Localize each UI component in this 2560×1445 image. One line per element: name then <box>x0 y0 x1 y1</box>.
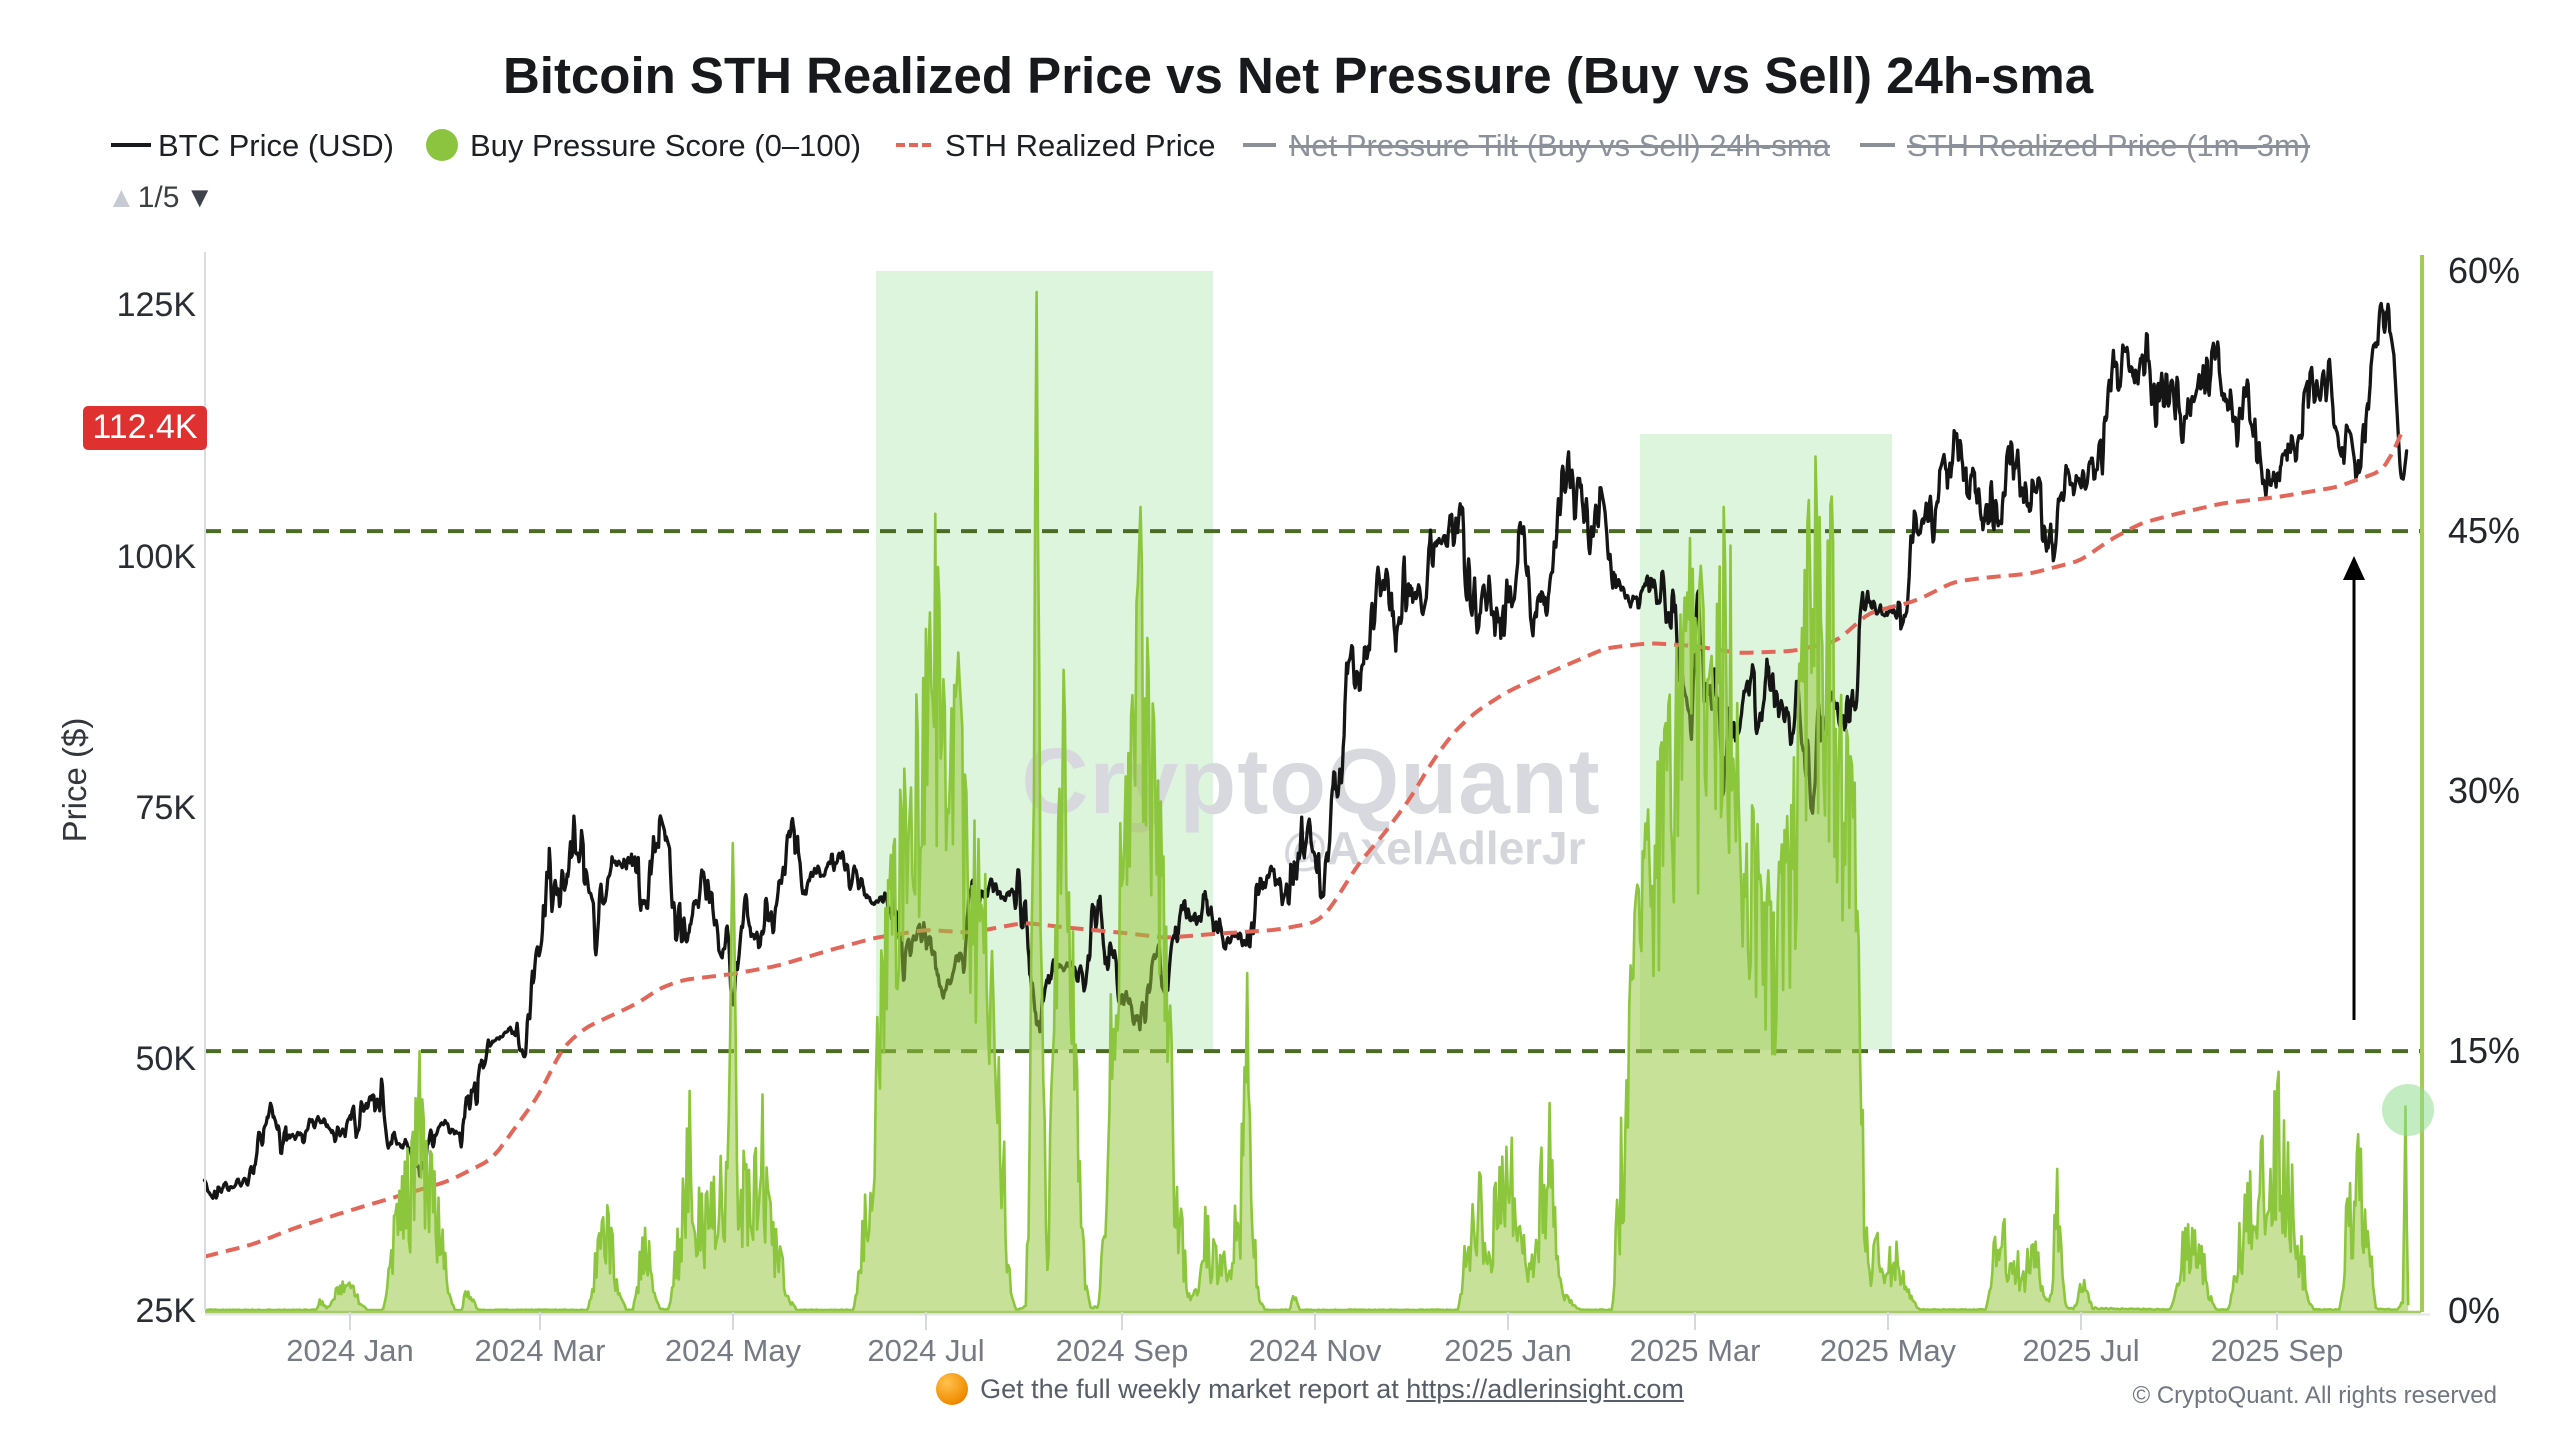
svg-text:Price ($): Price ($) <box>56 718 93 843</box>
svg-text:60%: 60% <box>2448 250 2520 291</box>
svg-text:15%: 15% <box>2448 1030 2520 1071</box>
svg-text:25K: 25K <box>136 1292 197 1330</box>
svg-text:2024 May: 2024 May <box>665 1333 802 1368</box>
svg-text:2025 Mar: 2025 Mar <box>1630 1333 1761 1368</box>
svg-text:@AxelAdlerJr: @AxelAdlerJr <box>1282 822 1585 874</box>
svg-text:CryptoQuant: CryptoQuant <box>1021 729 1600 833</box>
svg-text:2024 Nov: 2024 Nov <box>1249 1333 1382 1368</box>
svg-text:112.4K: 112.4K <box>92 408 198 446</box>
svg-text:45%: 45% <box>2448 510 2520 551</box>
svg-text:2024 Sep: 2024 Sep <box>1056 1333 1189 1368</box>
svg-text:2025 Jul: 2025 Jul <box>2022 1333 2139 1368</box>
svg-text:2024 Jan: 2024 Jan <box>286 1333 414 1368</box>
svg-text:2024 Mar: 2024 Mar <box>475 1333 606 1368</box>
svg-text:2025 May: 2025 May <box>1820 1333 1957 1368</box>
svg-text:50K: 50K <box>136 1040 197 1078</box>
svg-text:30%: 30% <box>2448 770 2520 811</box>
svg-text:2025 Jan: 2025 Jan <box>1444 1333 1572 1368</box>
svg-text:75K: 75K <box>136 789 197 827</box>
svg-text:2025 Sep: 2025 Sep <box>2211 1333 2344 1368</box>
svg-text:0%: 0% <box>2448 1290 2500 1331</box>
svg-text:100K: 100K <box>117 538 197 576</box>
svg-text:125K: 125K <box>117 286 197 324</box>
svg-text:2024 Jul: 2024 Jul <box>867 1333 984 1368</box>
